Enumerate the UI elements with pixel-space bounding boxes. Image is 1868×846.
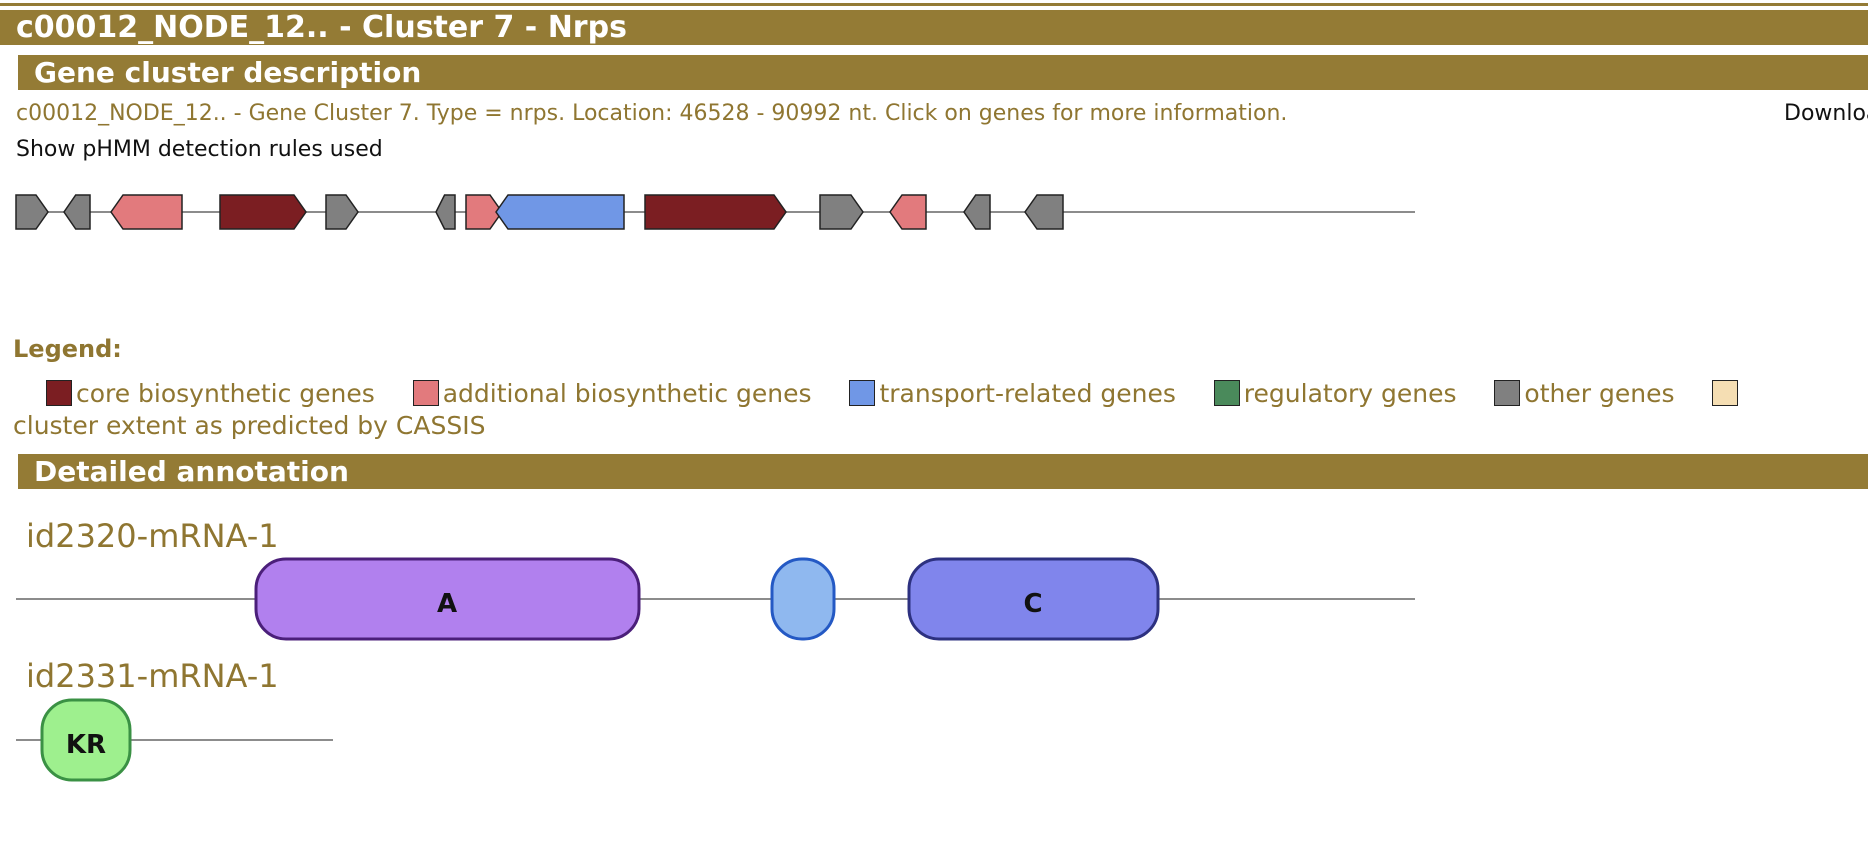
gene-arrow-additional[interactable] <box>110 194 183 230</box>
domain-unlabeled[interactable] <box>770 557 836 641</box>
domain-kr-label: KR <box>66 730 106 760</box>
gene-arrow-other[interactable] <box>819 194 864 230</box>
legend-label-cassis: cluster extent as predicted by CASSIS <box>13 411 486 440</box>
legend-title: Legend: <box>13 335 122 363</box>
gene-cluster-description-header: Gene cluster description <box>18 55 1868 90</box>
domain-c[interactable] <box>907 557 1160 641</box>
domain-a[interactable] <box>254 557 641 641</box>
gene-arrow-other[interactable] <box>63 194 91 230</box>
gene-arrow-other[interactable] <box>435 194 456 230</box>
legend-item-regulatory: regulatory genes <box>1213 379 1465 408</box>
legend-item-core: core biosynthetic genes <box>45 379 383 408</box>
legend-item-other: other genes <box>1494 379 1682 408</box>
gene-arrow-core[interactable] <box>644 194 787 230</box>
gene-id-label[interactable]: id2331-mRNA-1 <box>26 657 279 695</box>
legend-item-additional: additional biosynthetic genes <box>412 379 820 408</box>
legend-item-transport: transport-related genes <box>849 379 1183 408</box>
gene-domain-track: KR <box>16 698 333 782</box>
top-rule <box>0 3 1868 6</box>
domain-c-label: C <box>1023 589 1042 619</box>
gene-id-label[interactable]: id2320-mRNA-1 <box>26 517 279 555</box>
domain-a-label: A <box>437 589 457 619</box>
cluster-title: c00012_NODE_12.. - Cluster 7 - Nrps <box>0 10 1868 45</box>
domain-kr[interactable] <box>40 698 132 782</box>
legend: core biosynthetic genes additional biosy… <box>13 378 1853 442</box>
detailed-annotation-header: Detailed annotation <box>18 454 1868 489</box>
legend-swatch-other <box>1494 380 1521 406</box>
gene-domain-track: A C <box>16 557 1415 641</box>
legend-swatch-cassis <box>1712 380 1739 406</box>
legend-swatch-regulatory <box>1213 380 1240 406</box>
legend-swatch-additional <box>412 380 439 406</box>
show-detection-rules-link[interactable]: Show pHMM detection rules used <box>16 137 383 162</box>
gene-arrow-additional[interactable] <box>465 194 503 230</box>
legend-swatch-core <box>45 380 72 406</box>
gene-arrow-transport[interactable] <box>495 194 625 230</box>
gene-arrow-other[interactable] <box>15 194 49 230</box>
gene-arrow-other[interactable] <box>1024 194 1064 230</box>
legend-swatch-transport <box>849 380 876 406</box>
cluster-gene-map <box>15 194 1415 230</box>
gene-arrow-core[interactable] <box>219 194 307 230</box>
gene-arrow-other[interactable] <box>963 194 991 230</box>
gene-arrow-other[interactable] <box>325 194 359 230</box>
gene-arrow-additional[interactable] <box>889 194 927 230</box>
cluster-description-text: c00012_NODE_12.. - Gene Cluster 7. Type … <box>16 101 1288 126</box>
download-link[interactable]: Download <box>1784 101 1868 126</box>
